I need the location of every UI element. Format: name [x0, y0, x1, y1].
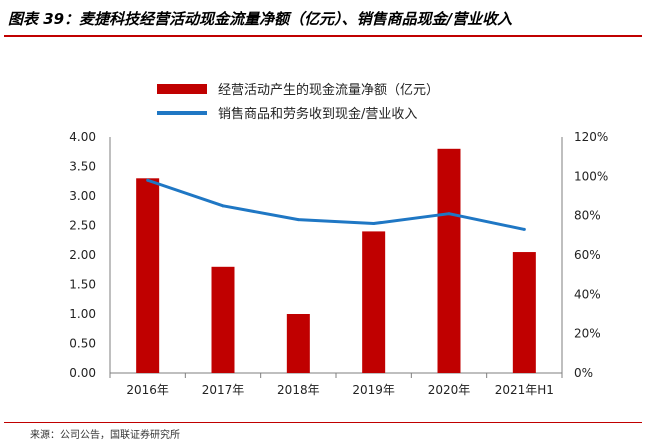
line-point	[522, 227, 526, 231]
bar-series	[136, 148, 536, 373]
y-right-tick-label: 20%	[574, 327, 601, 341]
line-path	[147, 178, 525, 231]
y-right-tick-label: 0%	[574, 366, 593, 380]
tick-labels: 0.00 0.50 1.00 1.50 2.00 2.50 3.00 3.50 4.00 0% 20…	[69, 130, 608, 397]
line-point	[221, 204, 225, 208]
line-point	[146, 178, 150, 182]
x-tick-label: 2019年	[352, 383, 395, 397]
x-tick-label: 2018年	[277, 383, 320, 397]
bar	[286, 314, 310, 373]
axes	[109, 137, 563, 378]
y-right-tick-label: 80%	[574, 209, 601, 223]
y-left-tick-label: 1.50	[69, 278, 96, 292]
y-right-tick-label: 40%	[574, 287, 601, 301]
y-left-tick-label: 3.50	[69, 160, 96, 174]
x-tick-label: 2017年	[202, 383, 245, 397]
legend: 经营活动产生的现金流量净额（亿元） 销售商品和劳务收到现金/营业收入	[157, 82, 439, 122]
y-left-tick-label: 1.00	[69, 307, 96, 321]
y-left-tick-label: 4.00	[69, 130, 96, 144]
bar	[211, 266, 235, 373]
y-left-tick-label: 0.00	[69, 366, 96, 380]
title-divider	[4, 35, 642, 37]
y-left-tick-label: 2.50	[69, 219, 96, 233]
y-right-tick-label: 60%	[574, 248, 601, 262]
line-point	[447, 212, 451, 216]
x-tick-label: 2020年	[428, 383, 471, 397]
y-right-tick-label: 100%	[574, 169, 608, 183]
bar	[362, 231, 386, 373]
source-divider	[4, 422, 642, 423]
x-tick-label: 2016年	[126, 383, 169, 397]
legend-line-label: 销售商品和劳务收到现金/营业收入	[218, 106, 417, 122]
line-series	[146, 178, 526, 231]
line-point	[372, 222, 376, 226]
figure-title: 图表 39：麦捷科技经营活动现金流量净额（亿元）、销售商品现金/营业收入	[8, 10, 513, 28]
y-right-tick-label: 120%	[574, 130, 608, 144]
line-point	[296, 218, 300, 222]
bar	[136, 178, 160, 373]
y-left-tick-label: 3.00	[69, 189, 96, 203]
bar	[512, 252, 536, 373]
bar	[437, 148, 461, 373]
source-note: 来源：公司公告，国联证券研究所	[30, 430, 180, 441]
y-left-tick-label: 0.50	[69, 337, 96, 351]
legend-bar-label: 经营活动产生的现金流量净额（亿元）	[218, 82, 439, 98]
y-left-tick-label: 2.00	[69, 248, 96, 262]
x-tick-label: 2021年H1	[495, 383, 554, 397]
legend-bar-swatch	[157, 84, 207, 94]
